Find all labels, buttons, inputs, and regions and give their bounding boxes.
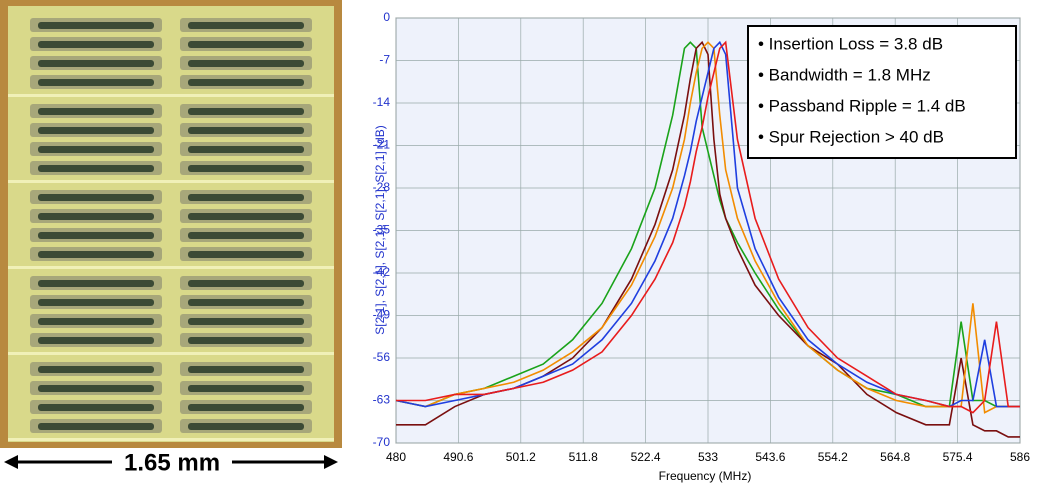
y-tick-label: -49 bbox=[373, 308, 391, 322]
resonator bbox=[38, 385, 154, 392]
bus bbox=[8, 180, 334, 183]
y-tick-label: -63 bbox=[373, 393, 391, 407]
series-line bbox=[395, 40, 1020, 408]
x-axis-label: Frequency (MHz) bbox=[659, 469, 752, 483]
y-tick-label: 0 bbox=[383, 10, 390, 24]
annotation: • Spur Rejection > 40 dB bbox=[758, 127, 944, 146]
y-tick-label: -21 bbox=[373, 138, 391, 152]
y-tick-label: -7 bbox=[379, 53, 390, 67]
x-tick-label: 564.8 bbox=[880, 450, 910, 464]
resonator bbox=[188, 232, 304, 239]
resonator bbox=[38, 423, 154, 430]
y-axis-label: S[2,1], S[2,1], S[2,1], S[2,1], S[2,1] (… bbox=[373, 125, 387, 334]
resonator bbox=[188, 280, 304, 287]
resonator bbox=[38, 232, 154, 239]
scale-label-bg bbox=[112, 450, 232, 476]
bus bbox=[8, 352, 334, 355]
resonator bbox=[38, 22, 154, 29]
resonator bbox=[38, 79, 154, 86]
resonator bbox=[188, 108, 304, 115]
resonator bbox=[188, 299, 304, 306]
resonator bbox=[188, 60, 304, 67]
resonator bbox=[188, 385, 304, 392]
resonator bbox=[188, 213, 304, 220]
resonator bbox=[188, 79, 304, 86]
y-tick-label: -42 bbox=[373, 265, 391, 279]
resonator bbox=[38, 127, 154, 134]
bus bbox=[8, 94, 334, 97]
resonator bbox=[38, 60, 154, 67]
resonator bbox=[38, 251, 154, 258]
x-tick-label: 586 bbox=[1010, 450, 1030, 464]
x-tick-label: 554.2 bbox=[818, 450, 848, 464]
resonator bbox=[38, 366, 154, 373]
x-tick-label: 543.6 bbox=[755, 450, 785, 464]
resonator bbox=[188, 404, 304, 411]
x-tick-label: 522.4 bbox=[631, 450, 661, 464]
x-tick-label: 533 bbox=[698, 450, 718, 464]
resonator bbox=[38, 404, 154, 411]
x-tick-label: 480 bbox=[386, 450, 406, 464]
series-line bbox=[395, 41, 1020, 408]
scale-arrow bbox=[324, 455, 338, 469]
y-tick-label: -56 bbox=[373, 350, 391, 364]
resonator bbox=[188, 146, 304, 153]
resonator bbox=[188, 366, 304, 373]
series-line bbox=[396, 40, 1020, 438]
resonator bbox=[38, 337, 154, 344]
y-tick-label: -14 bbox=[373, 95, 391, 109]
resonator bbox=[188, 423, 304, 430]
x-tick-label: 511.8 bbox=[569, 450, 598, 464]
annotation: • Passband Ripple = 1.4 dB bbox=[758, 96, 966, 115]
y-tick-label: -35 bbox=[373, 223, 391, 237]
resonator bbox=[188, 41, 304, 48]
x-tick-label: 490.6 bbox=[443, 450, 473, 464]
resonator bbox=[38, 318, 154, 325]
bus bbox=[8, 266, 334, 269]
resonator bbox=[38, 41, 154, 48]
bus bbox=[8, 438, 334, 441]
resonator bbox=[38, 146, 154, 153]
resonator bbox=[38, 299, 154, 306]
resonator bbox=[188, 127, 304, 134]
resonator bbox=[188, 165, 304, 172]
series-line bbox=[396, 40, 1020, 414]
annotation-box bbox=[747, 25, 1017, 159]
annotation: • Insertion Loss = 3.8 dB bbox=[758, 34, 943, 53]
resonator bbox=[188, 22, 304, 29]
resonator bbox=[38, 280, 154, 287]
scale-arrow bbox=[4, 455, 18, 469]
scale-label: 1.65 mm bbox=[124, 449, 220, 476]
resonator bbox=[38, 213, 154, 220]
y-tick-label: -28 bbox=[373, 180, 391, 194]
resonator bbox=[38, 108, 154, 115]
x-tick-label: 575.4 bbox=[943, 450, 973, 464]
annotation: • Bandwidth = 1.8 MHz bbox=[758, 65, 931, 84]
micrograph bbox=[0, 0, 342, 448]
y-tick-label: -70 bbox=[373, 435, 391, 449]
resonator bbox=[188, 194, 304, 201]
resonator bbox=[188, 251, 304, 258]
resonator bbox=[38, 165, 154, 172]
resonator bbox=[188, 318, 304, 325]
resonator bbox=[38, 194, 154, 201]
chip-metal bbox=[8, 6, 334, 442]
resonator bbox=[188, 337, 304, 344]
x-tick-label: 501.2 bbox=[506, 450, 536, 464]
